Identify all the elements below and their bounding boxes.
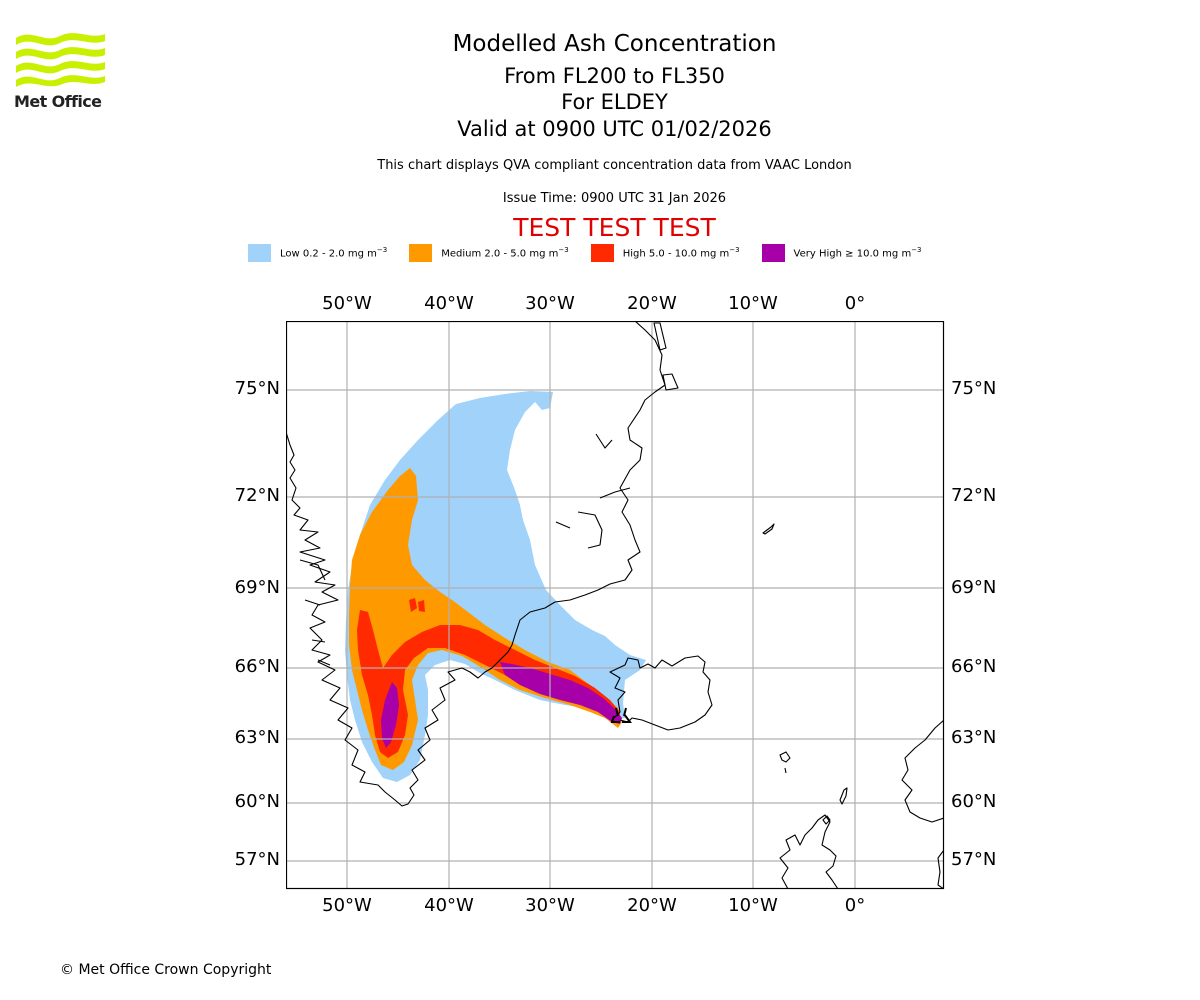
lon-label-top-20w: 20°W [627,293,677,314]
coast-iceland [609,655,713,731]
met-office-wordmark: Met Office [14,92,102,111]
lat-label-right-72n: 72°N [951,485,997,506]
ash-concentration-map [286,321,945,890]
legend-item-high: High 5.0 - 10.0 mg m−3 [590,244,740,262]
coast-shetland [839,787,848,805]
lon-label-top-0: 0° [844,293,866,314]
lat-label-right-66n: 66°N [951,656,997,677]
volcano-source-marker [610,707,632,723]
legend-item-medium: Medium 2.0 - 5.0 mg m−3 [409,244,569,262]
coast-norway [901,719,944,889]
lat-label-right-75n: 75°N [951,378,997,399]
lon-label-bottom-10w: 10°W [728,895,778,916]
legend-swatch-very-high [761,244,785,262]
legend-swatch-low [248,244,271,262]
chart-title: Modelled Ash Concentration [452,31,777,57]
lon-label-bottom-30w: 30°W [525,895,575,916]
flight-level-range: From FL200 to FL350 [504,64,725,88]
lat-label-right-63n: 63°N [951,727,997,748]
ash-patch-high-2 [418,600,425,612]
lat-label-left-69n: 69°N [234,577,280,598]
lon-label-top-10w: 10°W [728,293,778,314]
lat-label-left-60n: 60°N [234,791,280,812]
coast-greenland-island-1 [662,373,679,391]
coast-baffin-inlets [299,559,331,666]
legend-swatch-medium [409,244,433,262]
legend-label-medium: Medium 2.0 - 5.0 mg m−3 [441,246,569,260]
lat-label-left-72n: 72°N [234,485,280,506]
lon-label-top-40w: 40°W [424,293,474,314]
legend-item-low: Low 0.2 - 2.0 mg m−3 [248,244,387,262]
lat-label-left-57n: 57°N [234,849,280,870]
lon-label-bottom-0: 0° [844,895,866,916]
valid-time: Valid at 0900 UTC 01/02/2026 [457,117,772,141]
coast-faroe [779,751,791,774]
coast-scotland [779,814,839,889]
ash-region-very-high-iceland [500,662,622,724]
lon-label-bottom-20w: 20°W [627,895,677,916]
test-banner: TEST TEST TEST [513,213,716,242]
lon-label-top-30w: 30°W [525,293,575,314]
met-office-logo: Met Office [14,30,106,112]
issue-time: Issue Time: 0900 UTC 31 Jan 2026 [502,191,727,206]
legend-label-very-high: Very High ≥ 10.0 mg m−3 [793,246,922,260]
ash-region-high [357,610,620,758]
lon-label-bottom-50w: 50°W [322,895,372,916]
graticule [286,321,944,889]
coastlines [286,321,944,889]
qva-note: This chart displays QVA compliant concen… [377,158,852,173]
legend-label-low: Low 0.2 - 2.0 mg m−3 [280,246,388,260]
legend-item-very-high: Very High ≥ 10.0 mg m−3 [761,244,922,262]
legend-swatch-high [590,244,614,262]
lat-label-right-69n: 69°N [951,577,997,598]
ash-patch-high-1 [409,598,417,612]
lon-label-top-50w: 50°W [322,293,372,314]
met-office-waves-icon [16,33,105,87]
coast-orkney [822,815,831,825]
map-frame [286,321,945,890]
lat-label-right-60n: 60°N [951,791,997,812]
lat-label-left-66n: 66°N [234,656,280,677]
coast-greenland-east-inlets [555,433,631,549]
volcano-name: For ELDEY [561,90,668,114]
legend-label-high: High 5.0 - 10.0 mg m−3 [622,246,740,260]
coast-jan-mayen [762,523,775,535]
concentration-legend: Low 0.2 - 2.0 mg m−3 Medium 2.0 - 5.0 mg… [248,243,944,263]
lat-label-left-63n: 63°N [234,727,280,748]
lat-label-right-57n: 57°N [951,849,997,870]
lat-label-left-75n: 75°N [234,378,280,399]
ash-region-very-high-greenland [381,682,399,748]
coast-greenland-island-2 [653,322,667,351]
lon-label-bottom-40w: 40°W [424,895,474,916]
copyright-notice: © Met Office Crown Copyright [60,962,272,978]
coast-greenland-west [286,321,666,807]
